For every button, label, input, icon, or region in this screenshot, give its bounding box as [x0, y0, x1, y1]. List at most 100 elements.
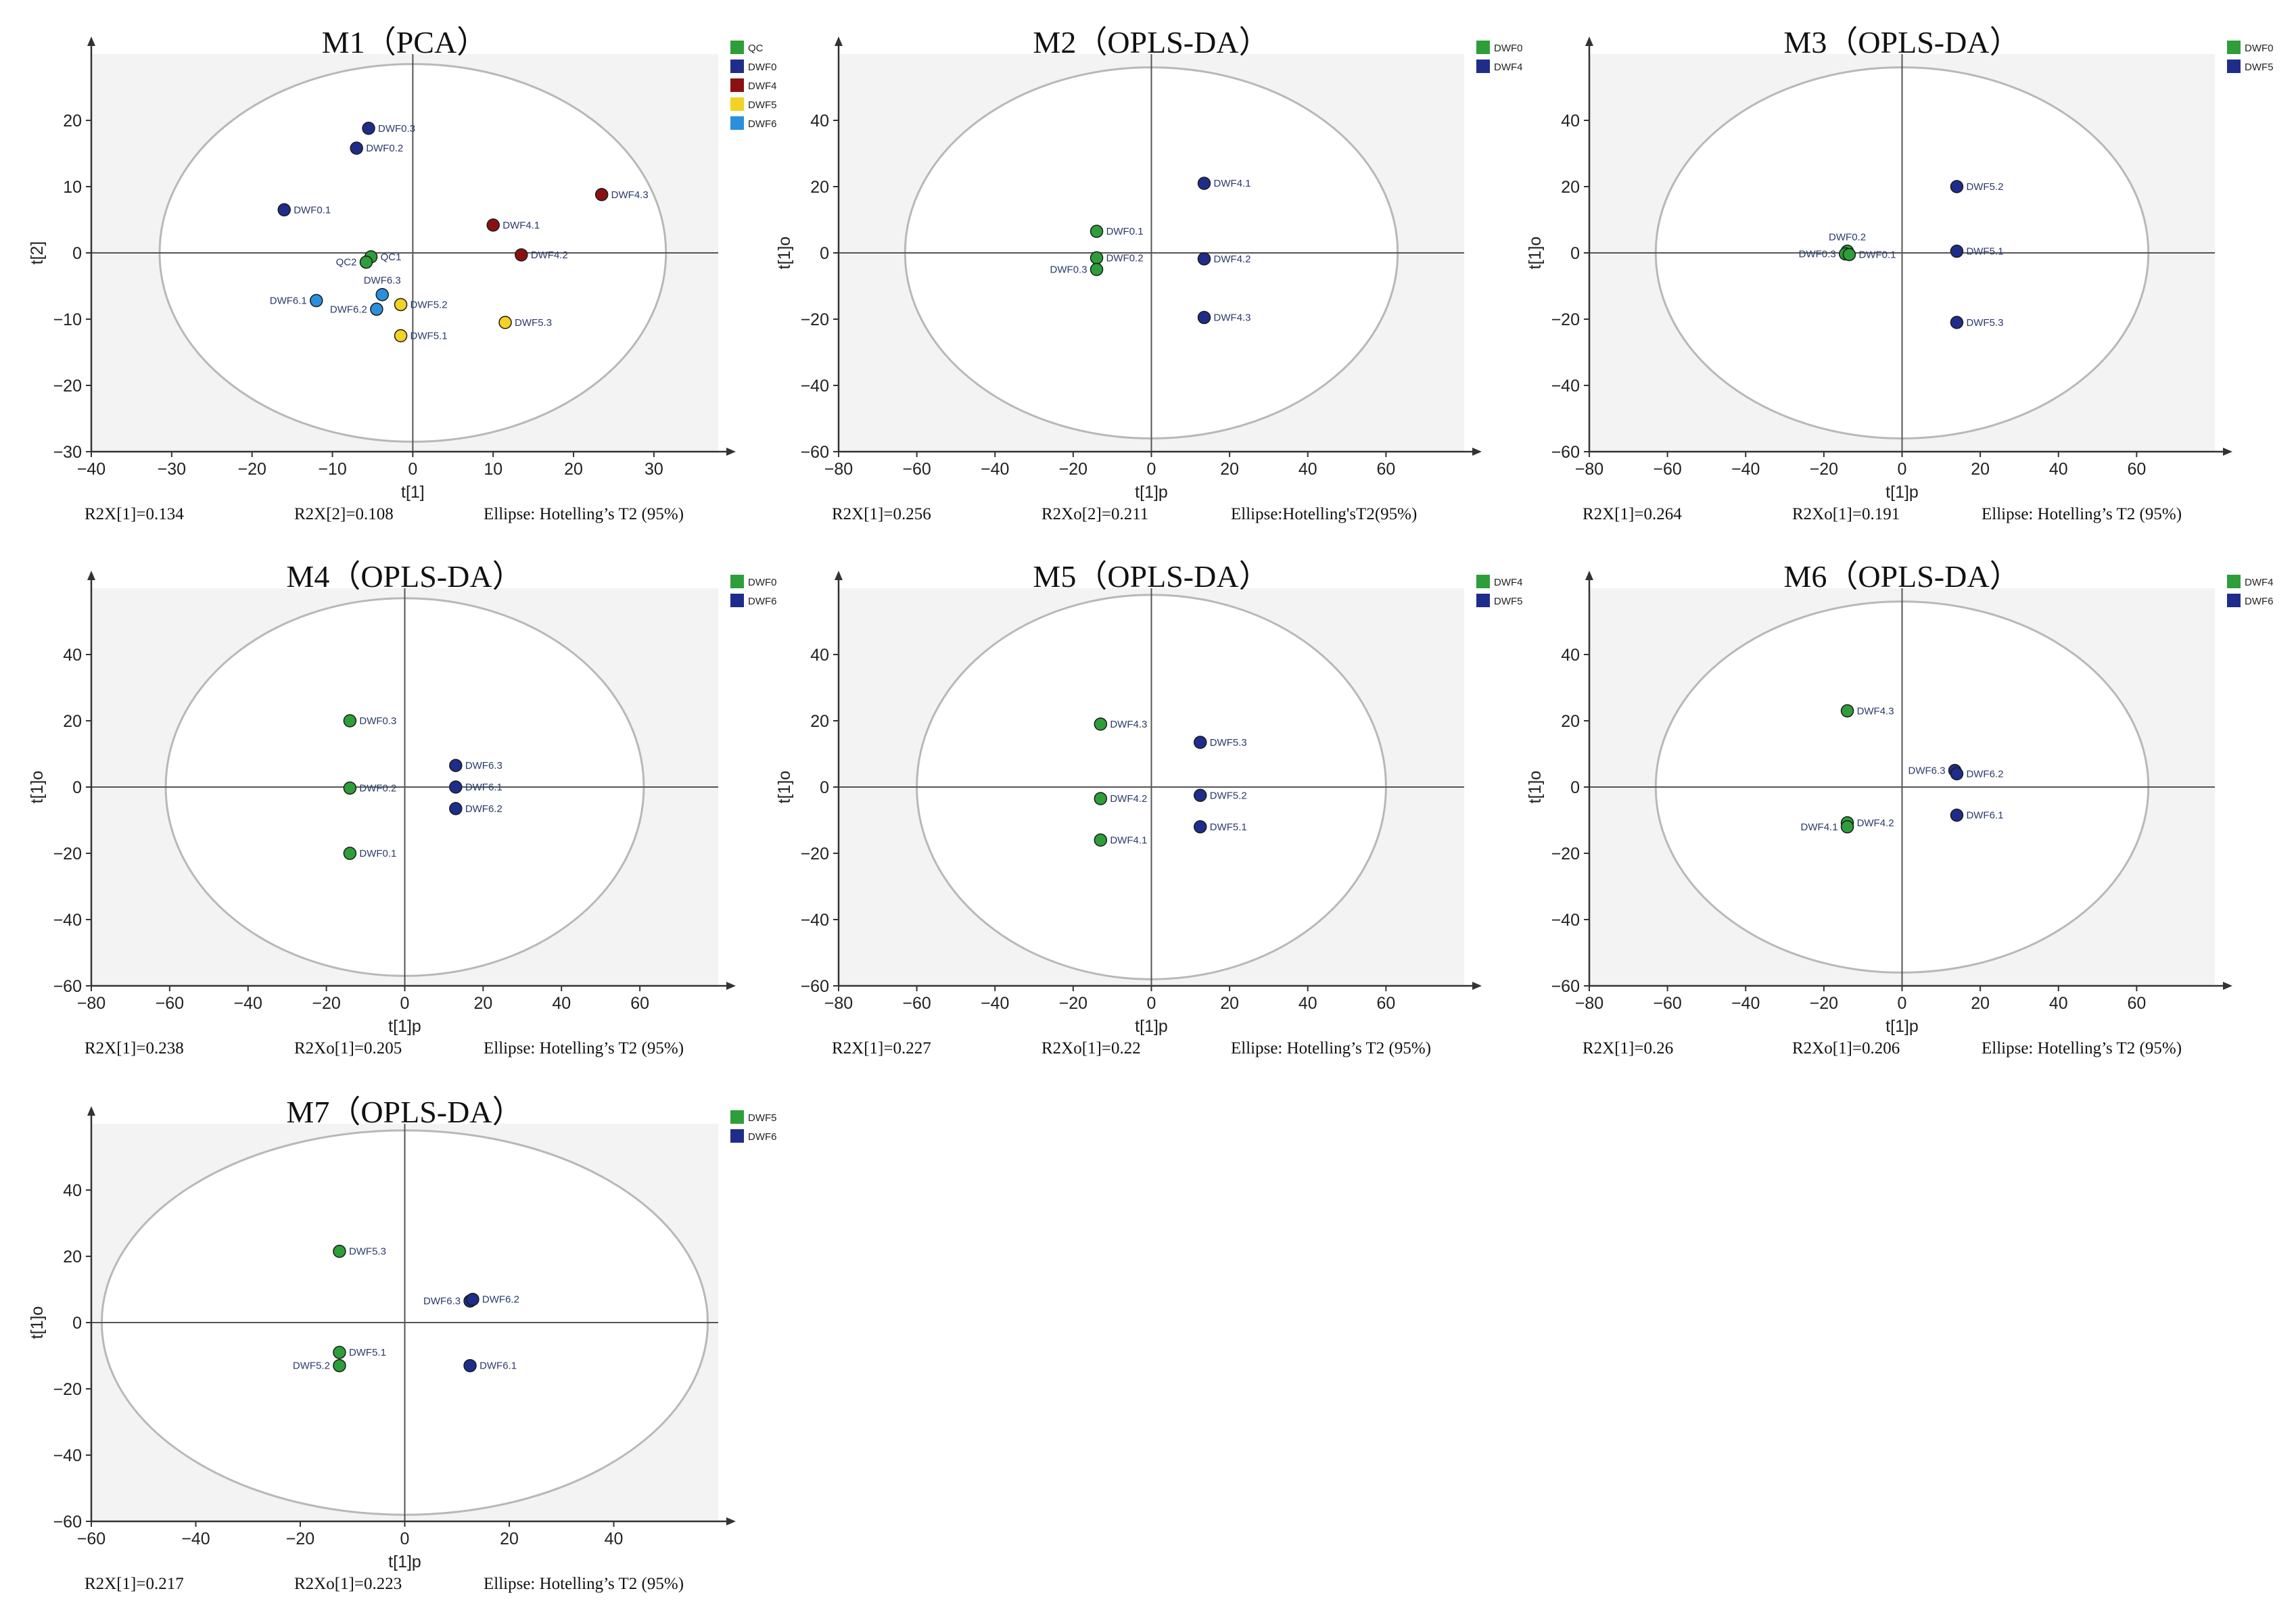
x-tick-label: 60 [2127, 994, 2146, 1013]
data-point [1090, 262, 1104, 277]
x-axis-arrow [726, 982, 736, 990]
y-tick-label: −30 [53, 443, 82, 462]
x-tick-label: 60 [630, 994, 649, 1013]
point-label: DWF5.1 [1966, 246, 2003, 258]
data-point [362, 122, 375, 135]
y-axis-label: t[1]o [28, 1306, 47, 1339]
point-label: DWF0.1 [294, 204, 331, 216]
legend-swatch [730, 575, 744, 588]
y-tick-label: −60 [1551, 977, 1580, 996]
y-tick-label: 40 [1561, 646, 1580, 665]
footer-stat: R2Xo[1]=0.205 [294, 1039, 402, 1058]
x-tick-label: −10 [318, 460, 346, 479]
y-tick-label: 40 [63, 646, 82, 665]
point-label: DWF4.3 [1857, 705, 1894, 717]
y-tick-label: 20 [1561, 712, 1580, 731]
data-point [394, 329, 408, 343]
footer-stat: R2X[1]=0.256 [832, 505, 931, 523]
legend-swatch [730, 97, 744, 111]
data-point [1950, 180, 1964, 193]
panel-title: M5（OPLS-DA） [1033, 559, 1269, 594]
x-tick-label: 0 [1898, 994, 1907, 1013]
y-tick-label: 0 [820, 244, 829, 263]
point-label: DWF5.3 [1966, 317, 2003, 329]
y-tick-label: −40 [801, 911, 829, 930]
data-point [1197, 252, 1211, 266]
y-tick-label: 40 [1561, 112, 1580, 130]
x-axis-arrow [2223, 448, 2232, 456]
x-tick-label: −20 [1059, 994, 1087, 1013]
x-tick-label: −20 [1810, 460, 1838, 479]
x-axis-arrow [1472, 448, 1482, 456]
y-tick-label: −20 [1551, 310, 1580, 329]
legend-swatch [730, 41, 744, 54]
data-point [1950, 808, 1964, 822]
x-tick-label: 40 [2049, 460, 2068, 479]
point-label: DWF4.3 [1110, 719, 1147, 730]
x-tick-label: 40 [605, 1529, 624, 1548]
x-tick-label: 40 [2049, 994, 2068, 1013]
legend-swatch [2227, 575, 2241, 588]
x-tick-label: 20 [1220, 460, 1239, 479]
point-label: DWF6.1 [465, 782, 502, 793]
legend-label: DWF0 [748, 577, 777, 588]
y-axis-label: t[1]o [28, 771, 47, 804]
footer-stat: R2Xo[2]=0.211 [1041, 505, 1148, 523]
x-tick-label: 0 [408, 460, 417, 479]
legend-label: DWF6 [748, 1131, 777, 1143]
x-tick-label: −40 [181, 1529, 210, 1548]
legend-swatch [1476, 60, 1490, 73]
point-label: DWF5.2 [293, 1360, 330, 1372]
data-point [1094, 717, 1108, 731]
data-point [466, 1292, 479, 1306]
y-tick-label: 0 [72, 244, 82, 263]
y-tick-label: 0 [820, 778, 829, 797]
data-point [463, 1358, 477, 1373]
data-point [1094, 792, 1108, 805]
x-tick-label: −40 [77, 460, 106, 479]
y-tick-label: 20 [1561, 178, 1580, 197]
x-axis-label: t[1] [401, 483, 425, 502]
legend-label: DWF5 [748, 99, 777, 111]
point-label: DWF6.1 [1966, 810, 2003, 822]
point-label: DWF4.1 [1801, 822, 1838, 833]
y-tick-label: −40 [1551, 911, 1580, 930]
x-tick-label: −80 [1575, 994, 1603, 1013]
point-label: QC2 [336, 257, 357, 268]
y-axis-arrow [835, 37, 843, 46]
data-point [1842, 247, 1856, 262]
y-axis-label: t[1]o [775, 237, 794, 270]
y-tick-label: 20 [63, 712, 82, 731]
x-tick-label: −40 [981, 994, 1009, 1013]
panel-title: M1（PCA） [322, 25, 488, 60]
legend-label: DWF6 [748, 596, 777, 607]
x-tick-label: −20 [1059, 460, 1087, 479]
y-tick-label: 20 [63, 112, 82, 130]
point-label: DWF6.1 [270, 295, 307, 307]
point-label: DWF5.1 [1210, 822, 1247, 833]
data-point [333, 1358, 346, 1373]
x-tick-label: −60 [902, 994, 931, 1013]
point-label: DWF6.3 [465, 760, 502, 772]
point-label: DWF6.3 [423, 1296, 461, 1307]
legend-swatch [1476, 41, 1490, 54]
y-tick-label: −60 [53, 977, 82, 996]
data-point [1194, 788, 1207, 802]
x-tick-label: −40 [234, 994, 262, 1013]
y-tick-label: −20 [1551, 845, 1580, 863]
point-label: QC1 [381, 252, 402, 263]
point-label: DWF0.2 [1106, 252, 1144, 264]
panel-title: M7（OPLS-DA） [286, 1095, 523, 1129]
x-axis-arrow [1472, 982, 1482, 990]
point-label: DWF6.3 [364, 275, 401, 287]
legend-label: DWF5 [748, 1112, 777, 1124]
panel-title: M2（OPLS-DA） [1033, 25, 1269, 60]
y-axis-label: t[1]o [1526, 237, 1545, 270]
legend-label: DWF4 [748, 80, 777, 92]
legend-label: DWF0 [1494, 43, 1523, 54]
x-axis-label: t[1]p [1885, 1017, 1919, 1036]
panel-title: M6（OPLS-DA） [1783, 559, 2020, 594]
point-label: DWF0.1 [1858, 249, 1896, 260]
point-label: DWF5.3 [515, 317, 552, 329]
